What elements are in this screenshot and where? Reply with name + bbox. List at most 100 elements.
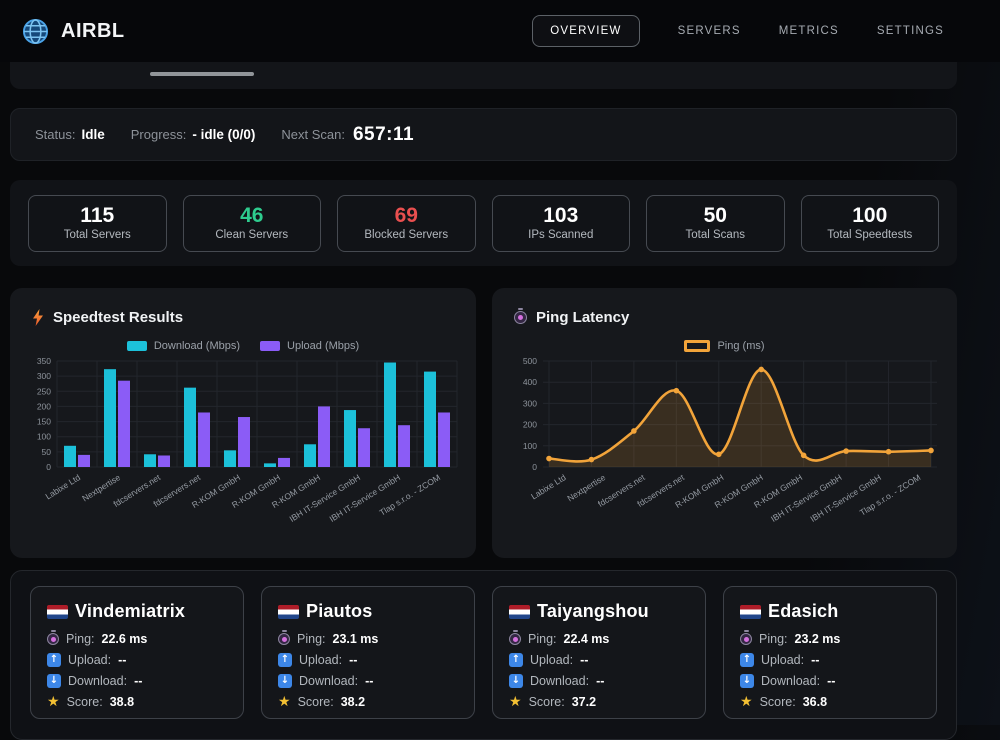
star-icon: ★	[278, 694, 291, 710]
download-value: --	[827, 674, 836, 688]
next-scan-value: 657:11	[352, 123, 415, 145]
server-card-piautos: Piautos Ping: 23.1 ms ↑ Upload: -- ↓ Dow…	[261, 586, 475, 719]
stat-value: 100	[852, 204, 888, 227]
ping-icon	[278, 629, 290, 645]
svg-text:500: 500	[522, 356, 536, 366]
ping-icon	[740, 629, 752, 645]
netherlands-flag-icon	[740, 604, 761, 619]
stat-label: IPs Scanned	[528, 229, 594, 241]
progress-value: - idle (0/0)	[192, 127, 256, 142]
scroll-indicator-bar	[150, 72, 254, 76]
app-title: AIRBL	[61, 19, 125, 42]
ping-title: Ping Latency	[536, 309, 630, 326]
star-icon: ★	[47, 694, 60, 710]
bolt-icon	[33, 309, 43, 326]
score-value: 36.8	[802, 695, 828, 709]
server-card-edasich: Edasich Ping: 23.2 ms ↑ Upload: -- ↓ Dow…	[723, 586, 937, 719]
svg-text:300: 300	[37, 371, 51, 381]
score-value: 38.8	[109, 695, 135, 709]
score-value: 38.2	[340, 695, 366, 709]
stat-card-total-servers: 115 Total Servers	[28, 194, 167, 252]
svg-text:IBH IT-Service GmbH: IBH IT-Service GmbH	[808, 472, 883, 524]
upload-value: --	[580, 653, 589, 667]
next-scan-label: Next Scan:	[281, 127, 345, 142]
ping-value: 23.1 ms	[332, 632, 379, 646]
down-arrow-icon: ↓	[740, 674, 754, 688]
speedtest-legend: Download (Mbps) Upload (Mbps)	[10, 339, 476, 353]
tab-overview[interactable]: OVERVIEW	[532, 15, 640, 47]
stat-card-clean-servers: 46 Clean Servers	[182, 194, 321, 252]
svg-text:Labixe Ltd: Labixe Ltd	[43, 472, 82, 501]
svg-text:350: 350	[37, 356, 51, 366]
progress-label: Progress:	[130, 127, 187, 142]
svg-text:IBH IT-Service GmbH: IBH IT-Service GmbH	[287, 472, 362, 524]
up-arrow-icon: ↑	[47, 653, 61, 667]
stat-label: Blocked Servers	[364, 229, 449, 241]
star-icon: ★	[509, 694, 522, 710]
svg-text:50: 50	[42, 447, 52, 457]
stat-value: 50	[703, 204, 727, 227]
tab-metrics[interactable]: METRICS	[778, 25, 839, 37]
svg-text:200: 200	[522, 420, 536, 430]
svg-text:300: 300	[522, 398, 536, 408]
legend-upload: Upload (Mbps)	[260, 340, 359, 352]
down-arrow-icon: ↓	[278, 674, 292, 688]
tab-settings[interactable]: SETTINGS	[876, 25, 944, 37]
server-card-vindemiatrix: Vindemiatrix Ping: 22.6 ms ↑ Upload: -- …	[30, 586, 244, 719]
download-value: --	[134, 674, 143, 688]
server-name: Edasich	[768, 601, 839, 621]
progress-group: Progress: - idle (0/0)	[131, 127, 256, 142]
svg-text:100: 100	[522, 441, 536, 451]
svg-text:400: 400	[522, 377, 536, 387]
ping-icon	[47, 629, 59, 645]
svg-text:100: 100	[37, 432, 51, 442]
server-card-taiyangshou: Taiyangshou Ping: 22.4 ms ↑ Upload: -- ↓…	[492, 586, 706, 719]
legend-ping: Ping (ms)	[684, 340, 765, 352]
tab-servers[interactable]: SERVERS	[677, 25, 741, 37]
ping-legend: Ping (ms)	[492, 339, 957, 353]
upload-value: --	[349, 653, 358, 667]
status-bar: Status: Idle Progress: - idle (0/0) Next…	[10, 108, 957, 161]
globe-icon	[22, 18, 49, 44]
down-arrow-icon: ↓	[509, 674, 523, 688]
star-icon: ★	[740, 694, 753, 710]
stat-label: Clean Servers	[215, 229, 289, 241]
up-arrow-icon: ↑	[278, 653, 292, 667]
server-name: Vindemiatrix	[75, 601, 186, 621]
score-value: 37.2	[571, 695, 597, 709]
ping-swatch	[684, 340, 711, 352]
svg-text:250: 250	[37, 386, 51, 396]
next-scan-group: Next Scan: 657:11	[281, 124, 414, 146]
down-arrow-icon: ↓	[47, 674, 61, 688]
stat-card-blocked-servers: 69 Blocked Servers	[337, 194, 476, 252]
stat-label: Total Speedtests	[827, 229, 913, 241]
stat-label: Total Servers	[63, 229, 131, 241]
upload-value: --	[118, 653, 127, 667]
stat-card-total-speedtests: 100 Total Speedtests	[800, 194, 939, 252]
download-swatch	[126, 341, 147, 351]
speedtest-panel-header: Speedtest Results	[10, 288, 476, 326]
netherlands-flag-icon	[509, 604, 530, 619]
stats-row: 115 Total Servers 46 Clean Servers 69 Bl…	[10, 180, 957, 266]
stat-value: 69	[394, 204, 418, 227]
status-label: Status:	[35, 127, 76, 142]
server-cards-section: Vindemiatrix Ping: 22.6 ms ↑ Upload: -- …	[10, 570, 957, 740]
download-value: --	[365, 674, 374, 688]
stat-value: 103	[543, 204, 579, 227]
status-value: Idle	[81, 127, 105, 142]
server-name: Piautos	[306, 601, 373, 621]
upload-swatch	[260, 341, 281, 351]
clipped-panel	[10, 62, 957, 89]
stat-label: Total Scans	[685, 229, 745, 241]
up-arrow-icon: ↑	[740, 653, 754, 667]
app-header: AIRBL OVERVIEW SERVERS METRICS SETTINGS	[0, 0, 1000, 62]
ping-value: 23.2 ms	[794, 632, 841, 646]
netherlands-flag-icon	[47, 604, 68, 619]
legend-download: Download (Mbps)	[126, 340, 240, 352]
speedtest-title: Speedtest Results	[53, 309, 184, 326]
stat-card-total-scans: 50 Total Scans	[646, 194, 785, 252]
svg-text:IBH IT-Service GmbH: IBH IT-Service GmbH	[768, 472, 843, 524]
stat-value: 115	[80, 204, 115, 227]
